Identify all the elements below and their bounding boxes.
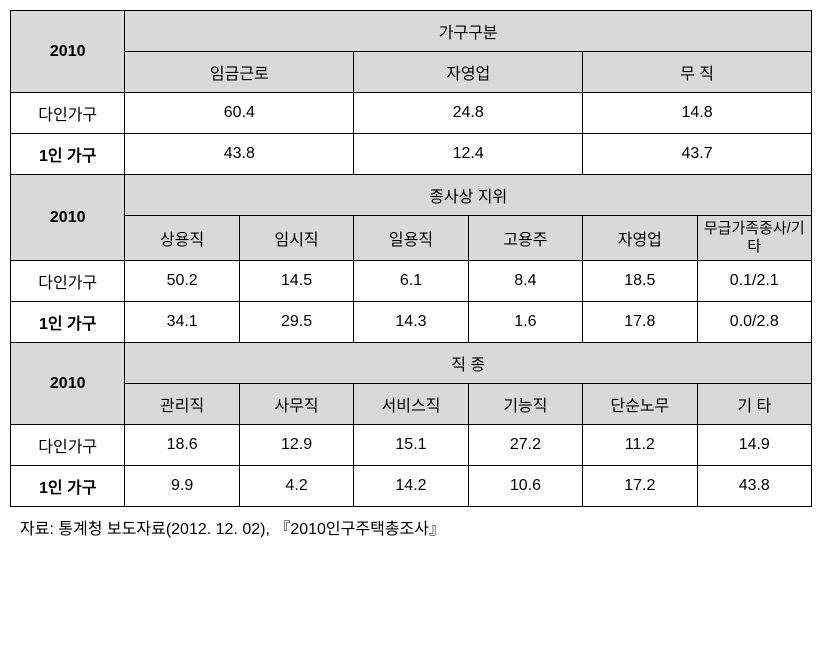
section3-col-1: 사무직: [239, 384, 353, 425]
data-cell: 43.8: [697, 466, 811, 507]
section2-col-4: 자영업: [583, 216, 697, 261]
section2-title: 종사상 지위: [125, 175, 812, 216]
section3-title: 직 종: [125, 343, 812, 384]
data-cell: 34.1: [125, 302, 239, 343]
data-cell: 0.0/2.8: [697, 302, 811, 343]
table-row: 상용직 임시직 일용직 고용주 자영업 무급가족종사/기타: [11, 216, 812, 261]
section3-col-4: 단순노무: [583, 384, 697, 425]
section1-col-1: 자영업: [354, 52, 583, 93]
table-row: 2010 종사상 지위: [11, 175, 812, 216]
section2-col-2: 일용직: [354, 216, 468, 261]
data-cell: 10.6: [468, 466, 582, 507]
data-cell: 6.1: [354, 261, 468, 302]
data-cell: 12.9: [239, 425, 353, 466]
data-cell: 18.5: [583, 261, 697, 302]
data-cell: 17.8: [583, 302, 697, 343]
data-cell: 8.4: [468, 261, 582, 302]
section3-col-3: 기능직: [468, 384, 582, 425]
data-cell: 24.8: [354, 93, 583, 134]
data-cell: 14.9: [697, 425, 811, 466]
data-cell: 4.2: [239, 466, 353, 507]
data-cell: 29.5: [239, 302, 353, 343]
statistics-table: 2010 가구구분 임금근로 자영업 무 직 다인가구 60.4 24.8 14…: [10, 10, 812, 507]
year-header: 2010: [11, 11, 125, 93]
row-label: 1인 가구: [11, 134, 125, 175]
data-cell: 15.1: [354, 425, 468, 466]
table-row: 1인 가구 43.8 12.4 43.7: [11, 134, 812, 175]
table-row: 2010 직 종: [11, 343, 812, 384]
table-row: 다인가구 60.4 24.8 14.8: [11, 93, 812, 134]
section2-col-3: 고용주: [468, 216, 582, 261]
table-row: 1인 가구 9.9 4.2 14.2 10.6 17.2 43.8: [11, 466, 812, 507]
data-cell: 14.3: [354, 302, 468, 343]
section3-col-2: 서비스직: [354, 384, 468, 425]
year-header: 2010: [11, 175, 125, 261]
table-row: 다인가구 18.6 12.9 15.1 27.2 11.2 14.9: [11, 425, 812, 466]
data-cell: 14.8: [583, 93, 812, 134]
data-cell: 11.2: [583, 425, 697, 466]
row-label: 1인 가구: [11, 466, 125, 507]
row-label: 다인가구: [11, 261, 125, 302]
section1-col-0: 임금근로: [125, 52, 354, 93]
section2-col-1: 임시직: [239, 216, 353, 261]
table-row: 관리직 사무직 서비스직 기능직 단순노무 기 타: [11, 384, 812, 425]
section1-title: 가구구분: [125, 11, 812, 52]
section3-col-5: 기 타: [697, 384, 811, 425]
data-cell: 43.8: [125, 134, 354, 175]
data-cell: 14.5: [239, 261, 353, 302]
table-row: 2010 가구구분: [11, 11, 812, 52]
table-row: 1인 가구 34.1 29.5 14.3 1.6 17.8 0.0/2.8: [11, 302, 812, 343]
year-header: 2010: [11, 343, 125, 425]
data-cell: 0.1/2.1: [697, 261, 811, 302]
row-label: 1인 가구: [11, 302, 125, 343]
data-cell: 60.4: [125, 93, 354, 134]
data-cell: 50.2: [125, 261, 239, 302]
section3-col-0: 관리직: [125, 384, 239, 425]
statistics-table-container: 2010 가구구분 임금근로 자영업 무 직 다인가구 60.4 24.8 14…: [10, 10, 812, 539]
section1-col-2: 무 직: [583, 52, 812, 93]
table-row: 임금근로 자영업 무 직: [11, 52, 812, 93]
data-cell: 17.2: [583, 466, 697, 507]
data-cell: 18.6: [125, 425, 239, 466]
data-cell: 12.4: [354, 134, 583, 175]
data-cell: 9.9: [125, 466, 239, 507]
data-cell: 14.2: [354, 466, 468, 507]
data-cell: 43.7: [583, 134, 812, 175]
data-cell: 27.2: [468, 425, 582, 466]
row-label: 다인가구: [11, 425, 125, 466]
row-label: 다인가구: [11, 93, 125, 134]
section2-col-5: 무급가족종사/기타: [697, 216, 811, 261]
table-row: 다인가구 50.2 14.5 6.1 8.4 18.5 0.1/2.1: [11, 261, 812, 302]
data-cell: 1.6: [468, 302, 582, 343]
source-citation: 자료: 통계청 보도자료(2012. 12. 02), 『2010인구주택총조사…: [10, 515, 812, 539]
section2-col-0: 상용직: [125, 216, 239, 261]
